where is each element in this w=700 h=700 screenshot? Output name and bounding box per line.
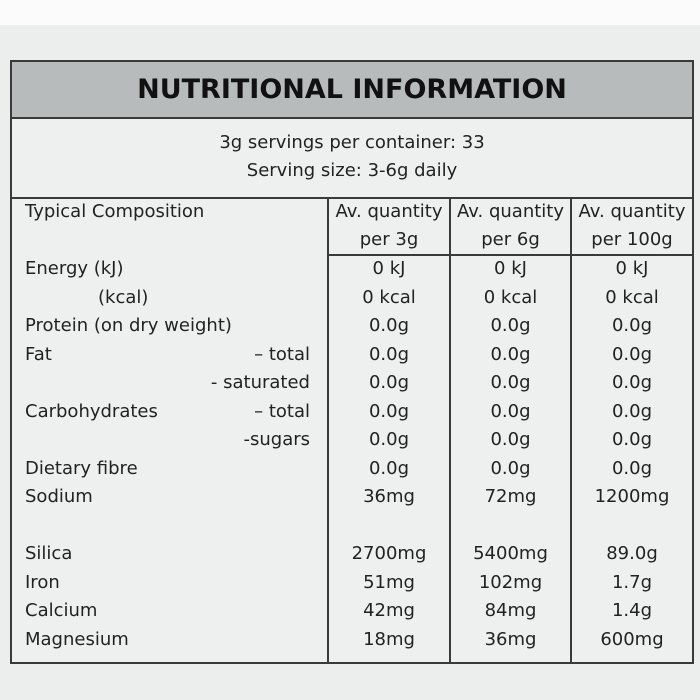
cell-value: 89.0g [606,543,658,564]
cell-value: 1.4g [611,600,653,621]
column-header: per 6g [481,229,540,250]
column-header: per 3g [359,229,419,250]
column-header: Av. quantity [578,201,686,222]
serving-size: Serving size: 3-6g daily [246,160,458,181]
row-label: Fat [25,343,52,365]
cell-value: 0.0g [490,343,531,365]
cell-value: 0 kcal [483,286,538,308]
row-label: Energy (kJ) [25,258,124,279]
rule [327,254,692,256]
cell-value: 0.0g [611,315,653,336]
cell-value: 2700mg [351,543,427,564]
row-label: Carbohydrates [25,400,158,422]
column-divider [449,197,451,662]
row-label: Calcium [25,600,98,621]
cell-value: 1200mg [594,486,670,507]
cell-value: 0.0g [490,429,531,450]
nutrition-panel: NUTRITIONAL INFORMATION 3g servings per … [10,60,694,664]
cell-value: 0.0g [368,372,410,393]
cell-value: 0.0g [611,429,653,450]
cell-value: 0.0g [611,343,653,365]
cell-value: 84mg [484,600,537,621]
cell-value: 0.0g [611,400,653,422]
cell-value: 0.0g [490,372,531,393]
title: NUTRITIONAL INFORMATION [137,74,567,105]
cell-value: 0.0g [611,457,653,479]
rule [12,197,692,199]
column-divider [570,197,572,662]
cell-value: 0.0g [368,429,410,450]
cell-value: 0 kJ [494,258,527,279]
cell-value: 600mg [600,628,664,650]
cell-value: 0.0g [368,343,410,365]
column-header: Av. quantity [457,201,564,222]
cell-value: 36mg [484,628,537,650]
column-header: Av. quantity [335,201,443,222]
row-label: Dietary fibre [25,457,138,479]
cell-value: 0.0g [611,372,653,393]
composition-header: Typical Composition [25,201,205,222]
cell-value: 0 kJ [615,258,649,279]
row-sublabel: – total [254,400,310,422]
cell-value: 5400mg [473,543,548,564]
cell-value: 18mg [363,628,415,650]
row-label: Silica [25,543,73,564]
row-sublabel: – total [254,343,310,365]
cell-value: 102mg [478,571,543,593]
row-label: Sodium [25,486,93,507]
cell-value: 0.0g [490,315,531,336]
row-label: Protein (on dry weight) [25,315,232,336]
row-label: (kcal) [98,286,149,308]
title-band: NUTRITIONAL INFORMATION [12,62,692,119]
row-sublabel: - saturated [210,372,310,393]
row-label: Iron [25,571,60,593]
cell-value: 0 kcal [605,286,659,308]
cell-value: 0.0g [490,457,531,479]
cell-value: 0.0g [368,315,410,336]
row-label: Magnesium [25,628,129,650]
row-sublabel: -sugars [243,429,310,450]
cell-value: 1.7g [611,571,653,593]
cell-value: 42mg [363,600,415,621]
cell-value: 72mg [484,486,537,507]
column-divider [327,197,329,662]
cell-value: 0 kcal [362,286,416,308]
servings-per-container: 3g servings per container: 33 [219,132,485,153]
cell-value: 0.0g [368,457,410,479]
background-strip [0,0,700,25]
column-header: per 100g [591,229,673,250]
cell-value: 36mg [363,486,415,507]
cell-value: 0.0g [368,400,410,422]
cell-value: 0 kJ [372,258,406,279]
cell-value: 0.0g [490,400,531,422]
cell-value: 51mg [363,571,415,593]
